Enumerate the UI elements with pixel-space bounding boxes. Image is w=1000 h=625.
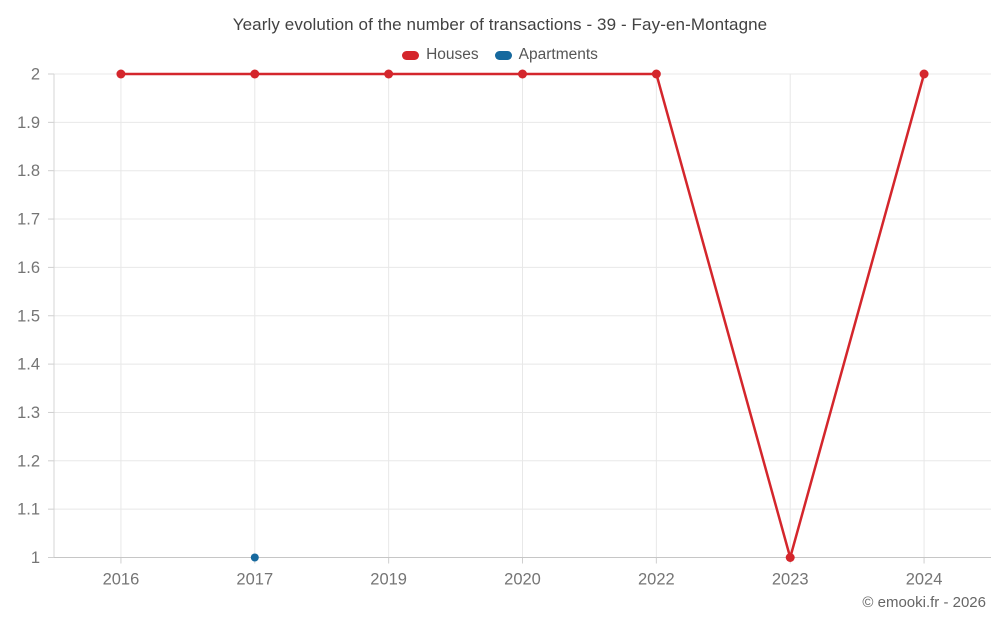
apartments-data-point bbox=[250, 553, 259, 562]
x-tick-label: 2016 bbox=[103, 571, 140, 589]
y-tick-label: 1.2 bbox=[17, 452, 40, 470]
houses-data-point bbox=[785, 553, 795, 562]
gridlines bbox=[54, 73, 991, 558]
y-tick-label: 1.9 bbox=[17, 114, 40, 132]
y-tick-label: 1.5 bbox=[17, 307, 40, 325]
y-tick-label: 1.4 bbox=[17, 356, 40, 374]
y-tick-label: 1.8 bbox=[17, 162, 40, 180]
y-tick-label: 1.6 bbox=[17, 259, 40, 277]
legend-item-apartments[interactable]: Apartments bbox=[494, 46, 598, 64]
houses-data-point bbox=[651, 69, 661, 79]
apartments-legend-swatch-icon bbox=[494, 50, 512, 60]
legend-item-houses[interactable]: Houses bbox=[402, 46, 479, 64]
x-tick-label: 2022 bbox=[638, 571, 675, 589]
axis-tick-labels: 2 1.9 1.8 1.7 1.6 1.5 1.4 1.3 1.2 1.1 1 2016 2017 201… bbox=[17, 66, 942, 589]
houses-data-point bbox=[384, 69, 394, 79]
houses-data-point bbox=[518, 69, 527, 79]
x-tick-label: 2019 bbox=[370, 571, 407, 589]
y-tick-label: 1.3 bbox=[17, 404, 40, 422]
chart-legend: Houses Apartments bbox=[0, 46, 1000, 64]
copyright-text: © emooki.fr - 2026 bbox=[862, 594, 986, 611]
x-tick-label: 2023 bbox=[772, 571, 809, 589]
series-apartments bbox=[250, 553, 259, 562]
y-tick-label: 1 bbox=[31, 549, 40, 567]
series-houses bbox=[116, 69, 929, 562]
x-tick-label: 2017 bbox=[236, 571, 273, 589]
axes-and-ticks bbox=[48, 73, 991, 564]
houses-data-point bbox=[250, 69, 260, 79]
houses-data-point bbox=[116, 69, 126, 79]
chart-title: Yearly evolution of the number of transa… bbox=[232, 15, 768, 34]
y-tick-label: 2 bbox=[31, 66, 40, 84]
apartments-legend-label: Apartments bbox=[518, 46, 598, 63]
y-tick-label: 1.1 bbox=[17, 501, 40, 519]
x-tick-label: 2020 bbox=[504, 571, 541, 589]
houses-data-point bbox=[919, 69, 929, 79]
x-tick-label: 2024 bbox=[906, 571, 943, 589]
houses-legend-label: Houses bbox=[426, 46, 479, 63]
y-tick-label: 1.7 bbox=[17, 211, 40, 229]
houses-legend-swatch-icon bbox=[402, 50, 420, 60]
